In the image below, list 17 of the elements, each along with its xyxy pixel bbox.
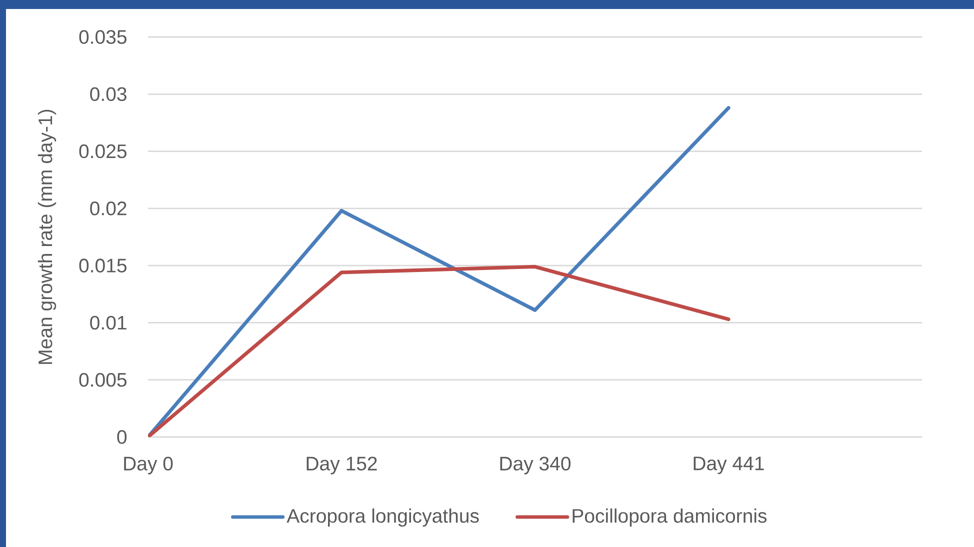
y-tick-label: 0.02	[90, 202, 126, 216]
y-tick-label: 0	[117, 430, 127, 444]
x-tick-label: Day 340	[500, 456, 571, 474]
y-tick-label: 0.005	[79, 372, 126, 387]
line-series	[148, 264, 730, 437]
y-tick-label: 0.03	[90, 87, 126, 102]
x-tick-label: Day 0	[124, 456, 173, 474]
y-tick-label: 0.01	[90, 316, 126, 330]
x-tick-label: Day 441	[694, 456, 764, 474]
y-tick-label: 0.015	[79, 258, 126, 272]
y-tick-label: 0.025	[79, 144, 126, 158]
y-axis-title: Mean growth rate (mm day-1)	[38, 110, 56, 364]
line-series	[148, 106, 730, 437]
x-tick-label: Day 152	[306, 456, 377, 474]
legend-label: Pocillopora damicornis	[572, 508, 767, 527]
legend-label: Acropora longicyathus	[286, 508, 479, 527]
y-tick-label: 0.035	[79, 30, 126, 44]
